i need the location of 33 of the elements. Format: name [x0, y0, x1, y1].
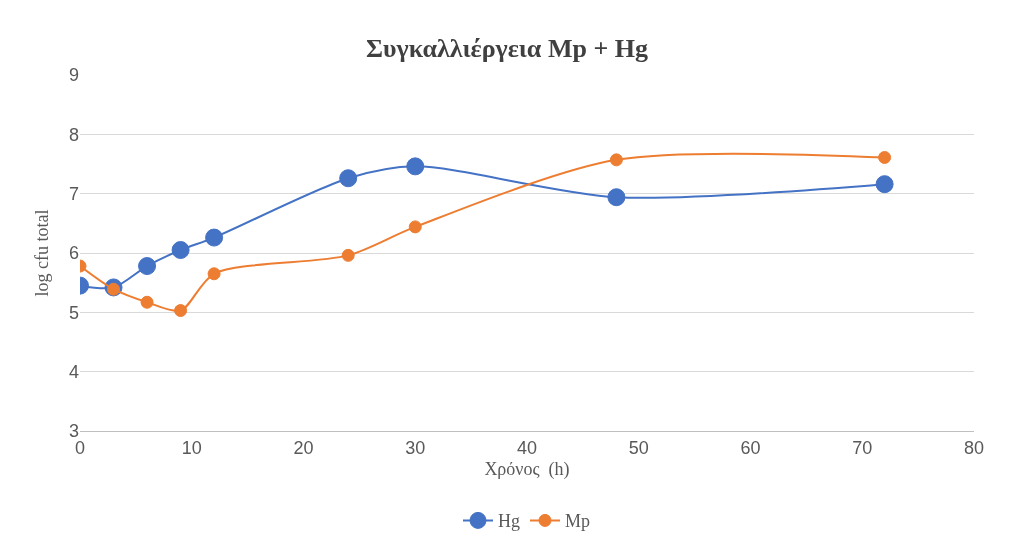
x-tick-label: 20 — [293, 437, 314, 458]
point — [339, 169, 358, 188]
x-axis-title: Χρόνος (h) — [484, 458, 570, 480]
point — [341, 248, 355, 262]
point — [607, 188, 626, 207]
point — [406, 157, 425, 176]
y-axis-title: log cfu total — [32, 209, 53, 297]
x-tick-label: 40 — [516, 437, 538, 458]
point — [171, 241, 190, 260]
x-tick-label: 80 — [963, 437, 985, 458]
point — [878, 150, 892, 164]
x-tick-label: 10 — [181, 437, 202, 458]
point — [207, 267, 221, 281]
x-tick-label: 30 — [405, 437, 426, 458]
point — [205, 228, 224, 247]
point — [875, 175, 894, 194]
point — [138, 257, 157, 276]
legend-label: Hg — [498, 511, 520, 532]
legend-label: Mp — [565, 511, 591, 532]
point — [140, 295, 154, 309]
point — [174, 304, 188, 318]
chart-title: Συγκαλλιέργεια Mp + Hg — [366, 33, 648, 63]
y-tick-label: 9 — [68, 65, 79, 86]
x-tick-label: 70 — [852, 437, 873, 458]
point — [408, 220, 422, 234]
y-tick-label: 6 — [68, 243, 79, 264]
y-tick-label: 7 — [68, 183, 79, 204]
point — [609, 153, 623, 167]
y-tick-label: 8 — [68, 124, 79, 145]
x-tick-label: 60 — [740, 437, 761, 458]
x-tick-label: 50 — [628, 437, 649, 458]
y-tick-label: 4 — [68, 361, 79, 382]
y-tick-label: 5 — [68, 302, 79, 323]
